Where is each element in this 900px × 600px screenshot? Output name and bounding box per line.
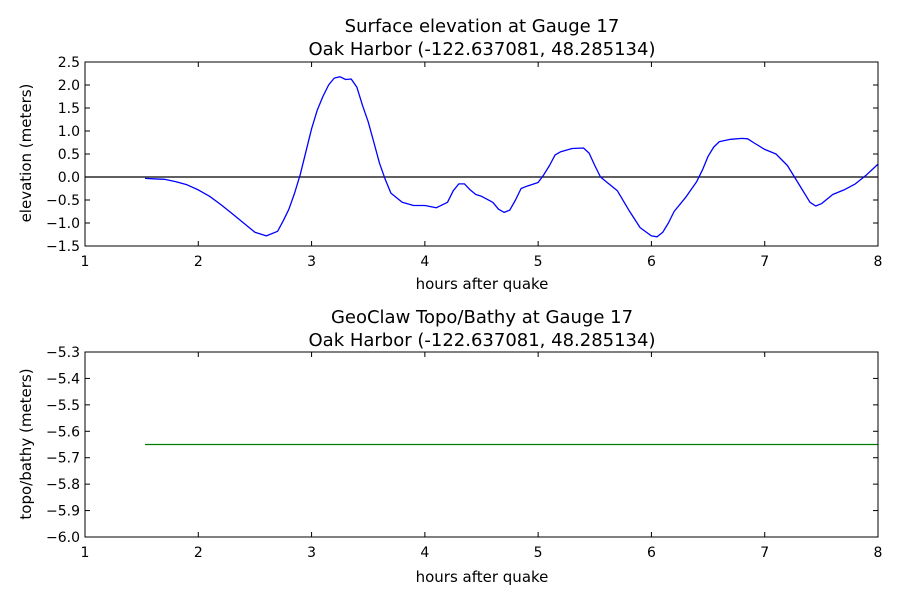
x-tick-label: 3 [307,545,316,561]
y-tick-label: 1.5 [58,101,80,117]
x-tick-label: 2 [194,545,203,561]
elevation-panel: Surface elevation at Gauge 17 Oak Harbor… [17,16,882,293]
x-tick-label: 7 [760,254,769,270]
y-tick-label: −1.5 [46,239,80,255]
plot-frame [84,351,879,538]
chart-title: Surface elevation at Gauge 17 [345,16,620,37]
y-tick-label: −5.6 [46,424,80,440]
x-tick-label: 5 [534,254,543,270]
y-tick-label: −5.3 [46,345,80,361]
y-tick-label: −5.9 [46,504,80,520]
x-tick-label: 2 [194,254,203,270]
x-tick-label: 1 [81,545,90,561]
x-tick-label: 6 [647,545,656,561]
x-tick-label: 6 [647,254,656,270]
y-tick-label: −5.4 [46,371,80,387]
chart-subtitle: Oak Harbor (-122.637081, 48.285134) [309,39,656,60]
y-tick-label: 1.0 [58,124,80,140]
y-tick-label: 2.0 [58,78,80,94]
y-tick-label: −1.0 [46,216,80,232]
x-axis-label: hours after quake [416,568,549,586]
y-tick-label: 0.5 [58,147,80,163]
x-tick-label: 4 [420,254,429,270]
x-tick-label: 4 [420,545,429,561]
x-tick-label: 1 [81,254,90,270]
y-tick-label: −6.0 [46,530,80,546]
y-tick-label: 0.0 [58,170,80,186]
y-tick-label: −5.8 [46,477,80,493]
y-tick-label: −0.5 [46,193,80,209]
y-tick-label: −5.7 [46,451,80,467]
y-axis-label: topo/bathy (meters) [17,368,35,519]
y-axis-label: elevation (meters) [17,84,35,223]
x-tick-label: 3 [307,254,316,270]
x-tick-label: 7 [760,545,769,561]
plot-frame [84,61,879,247]
x-tick-label: 8 [874,545,883,561]
chart-title: GeoClaw Topo/Bathy at Gauge 17 [331,307,633,328]
y-tick-label: 2.5 [58,55,80,71]
y-tick-label: −5.5 [46,398,80,414]
topo-bathy-panel: GeoClaw Topo/Bathy at Gauge 17 Oak Harbo… [17,307,882,586]
x-tick-label: 8 [874,254,883,270]
chart-subtitle: Oak Harbor (-122.637081, 48.285134) [309,330,656,351]
x-axis-label: hours after quake [416,275,549,293]
x-tick-label: 5 [534,545,543,561]
series-line [144,76,879,238]
